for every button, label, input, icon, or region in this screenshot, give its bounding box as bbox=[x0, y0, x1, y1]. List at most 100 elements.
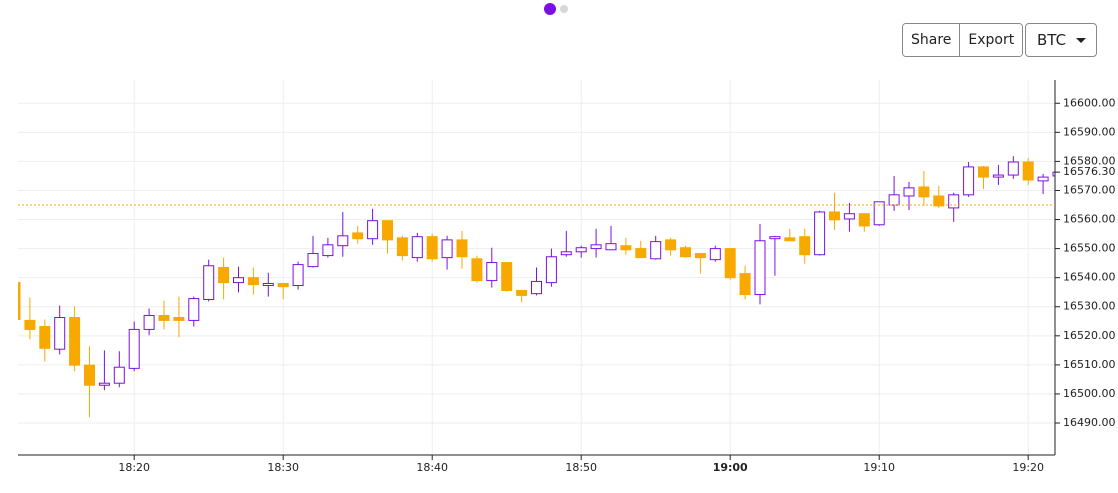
candle-body bbox=[769, 236, 781, 240]
candle-body bbox=[650, 241, 662, 260]
candle-body bbox=[739, 273, 751, 296]
y-tick-label: 16580.00 bbox=[1063, 154, 1116, 167]
candle-body bbox=[620, 245, 632, 251]
candle-body bbox=[575, 247, 587, 253]
plot-area bbox=[18, 156, 1055, 418]
candle-body bbox=[531, 280, 542, 295]
candle-body bbox=[784, 237, 796, 242]
share-button[interactable]: Share bbox=[903, 24, 960, 56]
candle-body bbox=[203, 265, 215, 300]
candle-body bbox=[173, 317, 185, 321]
x-tick-label: 19:10 bbox=[863, 461, 895, 474]
candle-body bbox=[98, 382, 110, 386]
candle-body bbox=[471, 258, 483, 282]
last-price-box bbox=[1058, 165, 1114, 180]
candle-body bbox=[1037, 176, 1049, 182]
candle-body bbox=[396, 237, 408, 257]
candle-body bbox=[814, 211, 826, 256]
button-group: Share Export bbox=[902, 23, 1024, 57]
candle-body bbox=[113, 366, 125, 384]
x-tick-label: 18:50 bbox=[565, 461, 597, 474]
candle-body bbox=[337, 235, 349, 247]
candle-body bbox=[1022, 161, 1034, 181]
candle-body bbox=[426, 236, 438, 260]
candle-body bbox=[963, 166, 975, 196]
candle-body bbox=[456, 239, 468, 258]
candle-body bbox=[143, 314, 155, 330]
candle-body bbox=[69, 317, 81, 366]
page-dot[interactable] bbox=[560, 5, 568, 13]
x-tick-label: 19:00 bbox=[713, 461, 748, 474]
candle-body bbox=[858, 213, 870, 227]
candle-body bbox=[128, 328, 140, 369]
y-tick-label: 16600.00 bbox=[1063, 96, 1116, 109]
candle-body bbox=[694, 253, 706, 259]
y-tick-label: 16590.00 bbox=[1063, 125, 1116, 138]
candle-body bbox=[873, 201, 885, 226]
candle-body bbox=[978, 166, 989, 178]
y-tick-label: 16510.00 bbox=[1063, 358, 1116, 371]
candle-body bbox=[903, 187, 915, 197]
candle-body bbox=[54, 317, 66, 350]
candle-body bbox=[590, 244, 602, 250]
candle-body bbox=[262, 282, 274, 287]
dropdown-caret bbox=[1076, 38, 1086, 43]
candle-body bbox=[158, 314, 170, 321]
candle-body bbox=[948, 194, 960, 209]
page-dot-active[interactable] bbox=[544, 3, 556, 15]
candle-body bbox=[292, 264, 304, 287]
candle-body bbox=[277, 282, 289, 288]
candle-body bbox=[918, 186, 930, 198]
candle-body bbox=[680, 247, 691, 258]
candle-body bbox=[84, 364, 95, 386]
y-tick-label: 16560.00 bbox=[1063, 213, 1116, 226]
candle-body bbox=[545, 256, 557, 284]
candle-body bbox=[18, 282, 21, 321]
y-tick-label: 16500.00 bbox=[1063, 387, 1116, 400]
export-button[interactable]: Export bbox=[959, 24, 1023, 56]
candle-body bbox=[1007, 161, 1019, 176]
candle-body bbox=[635, 248, 647, 259]
candle-body bbox=[352, 232, 364, 240]
candle-body bbox=[754, 240, 766, 296]
candle-body bbox=[843, 213, 855, 220]
x-tick-label: 19:20 bbox=[1012, 461, 1044, 474]
candle-body bbox=[218, 267, 230, 284]
candle-body bbox=[382, 220, 393, 241]
y-tick-label: 16550.00 bbox=[1063, 242, 1116, 255]
candle-body bbox=[560, 251, 572, 256]
candle-body bbox=[665, 239, 677, 251]
x-tick-label: 18:30 bbox=[267, 461, 299, 474]
candle-body bbox=[799, 236, 811, 256]
candle-body bbox=[39, 326, 51, 349]
candle-body bbox=[516, 289, 528, 296]
y-tick-label: 16520.00 bbox=[1063, 329, 1116, 342]
y-tick-label: 16490.00 bbox=[1063, 416, 1116, 429]
candle-body bbox=[605, 243, 617, 251]
candle-body bbox=[501, 262, 513, 291]
candle-body bbox=[709, 248, 721, 261]
candle-body bbox=[992, 174, 1004, 178]
candle-body bbox=[933, 195, 945, 207]
candle-body bbox=[724, 248, 736, 279]
y-tick-label: 16540.00 bbox=[1063, 271, 1116, 284]
candle-body bbox=[441, 239, 453, 259]
x-tick-label: 18:20 bbox=[118, 461, 150, 474]
symbol-label: BTC bbox=[1037, 31, 1067, 49]
x-tick-label: 18:40 bbox=[416, 461, 448, 474]
symbol-dropdown[interactable]: BTC bbox=[1025, 23, 1097, 57]
candle-body bbox=[24, 319, 36, 330]
candle-body bbox=[486, 262, 498, 282]
last-price-label: 16576.30 bbox=[1063, 165, 1116, 178]
candle-body bbox=[322, 244, 334, 257]
y-tick-label: 16570.00 bbox=[1063, 183, 1116, 196]
candle-body bbox=[411, 236, 423, 259]
candle-body bbox=[307, 253, 319, 268]
candle-body bbox=[829, 211, 840, 221]
candle-body bbox=[1052, 171, 1055, 177]
candle-body bbox=[233, 277, 244, 284]
candle-body bbox=[247, 277, 259, 286]
candle-body bbox=[888, 194, 900, 206]
